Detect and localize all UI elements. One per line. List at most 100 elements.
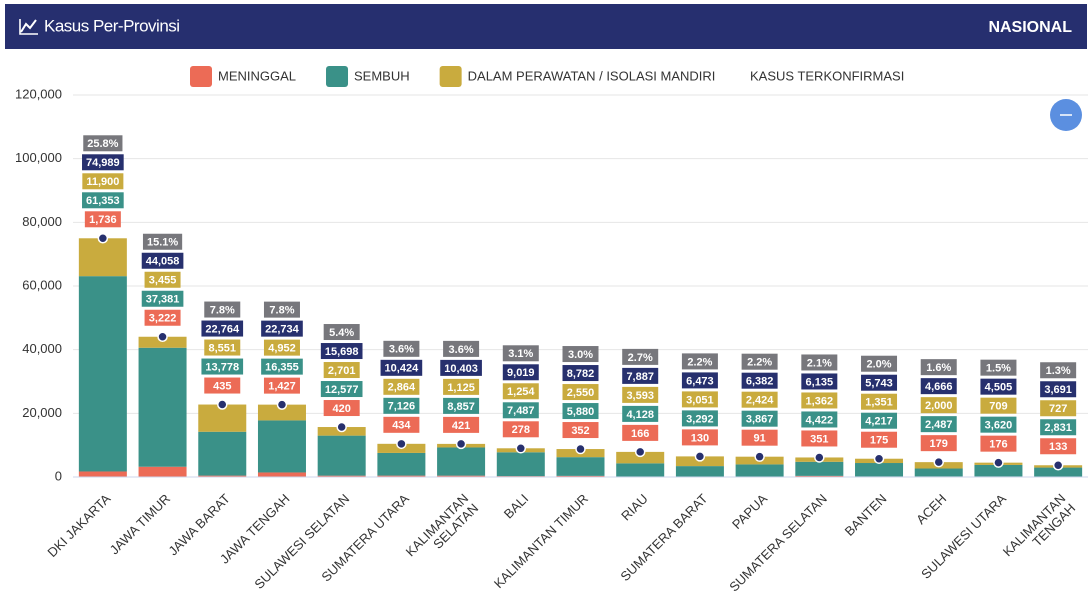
data-label-box [263, 377, 300, 394]
confirmed-dot [575, 443, 586, 455]
confirmed-dot [455, 438, 467, 450]
x-tick-label: KALIMANTANSELATAN [403, 491, 482, 570]
data-label: 3,620 [985, 420, 1013, 432]
data-label-box [320, 381, 363, 398]
data-label: 3,691 [1044, 384, 1072, 396]
data-label-box [681, 429, 718, 446]
data-label: 3.6% [449, 344, 474, 356]
data-label-box [323, 362, 360, 379]
chart-icon [20, 19, 37, 33]
data-label-box [980, 416, 1017, 433]
data-label: 2.0% [866, 359, 891, 371]
data-label: 2,424 [746, 395, 774, 407]
data-label: 421 [452, 420, 470, 432]
bar-segment [437, 475, 486, 477]
data-label-box [83, 135, 123, 152]
confirmed-dot [396, 438, 407, 450]
data-label-box [1040, 400, 1077, 417]
legend-label: MENINGGAL [218, 68, 296, 83]
confirmed-dot [97, 233, 109, 244]
legend-label: DALAM PERAWATAN / ISOLASI MANDIRI [468, 68, 716, 83]
header-scope: NASIONAL [988, 19, 1072, 36]
data-label: 1,125 [447, 382, 475, 394]
data-label: 176 [989, 439, 1007, 451]
data-label: 25.8% [87, 138, 118, 150]
data-label-box [801, 354, 838, 371]
data-label: 7,887 [626, 371, 654, 383]
data-label-box [383, 416, 420, 433]
data-label: 6,473 [686, 375, 714, 387]
data-label: 2,550 [567, 387, 595, 399]
data-label-box [980, 359, 1017, 376]
data-label: 15.1% [147, 237, 178, 249]
bar-segment [78, 238, 127, 277]
confirmed-dot [217, 399, 228, 410]
data-label: 4,217 [865, 416, 893, 428]
data-label-box [562, 365, 599, 382]
data-label: 2,701 [328, 365, 356, 377]
y-tick-label: 120,000 [15, 86, 62, 101]
data-label-box [383, 378, 420, 395]
header-bar [5, 4, 1087, 49]
x-tick-label: BANTEN [842, 491, 890, 539]
data-label-box [861, 431, 898, 448]
data-label: 5.4% [329, 327, 354, 339]
y-tick-label: 60,000 [22, 277, 62, 292]
data-label: 3.0% [568, 349, 593, 361]
data-label: 278 [512, 424, 530, 436]
data-label: 3,292 [686, 413, 714, 425]
bar-segment [138, 347, 187, 467]
data-label-box [502, 421, 539, 438]
data-label: 9,019 [507, 367, 535, 379]
data-label-box [263, 301, 300, 318]
y-tick-label: 20,000 [22, 405, 62, 420]
data-label-box [383, 397, 420, 414]
x-tick-label: BALI [501, 491, 532, 522]
data-label: 8,551 [208, 342, 236, 354]
y-tick-label: 80,000 [22, 214, 62, 229]
data-label-box [443, 397, 480, 414]
bar-segment [377, 452, 426, 476]
data-label: 16,355 [265, 362, 299, 374]
confirmed-dot [515, 443, 527, 454]
data-label: 5,880 [567, 406, 595, 418]
bar-segment [78, 471, 127, 477]
data-label-box [681, 372, 718, 389]
data-label-box [741, 410, 778, 427]
x-tick-label: JAWA TIMUR [107, 491, 173, 557]
data-label-box [1040, 419, 1077, 436]
data-label: 1,427 [268, 381, 296, 393]
data-label-box [562, 384, 599, 401]
data-label: 434 [392, 420, 411, 432]
data-label: 4,505 [985, 382, 1013, 394]
data-label: 4,952 [268, 343, 296, 355]
data-label-box [82, 154, 124, 171]
bar-segment [616, 463, 665, 477]
y-tick-label: 40,000 [22, 341, 62, 356]
data-label: 10,403 [444, 363, 478, 375]
header-title: Kasus Per-Provinsi [44, 16, 180, 35]
data-label-box [320, 343, 363, 360]
confirmed-dot [694, 451, 706, 462]
data-label-box [861, 374, 898, 391]
data-label-box [443, 416, 480, 433]
zoom-button[interactable] [1050, 99, 1082, 131]
bar-segment [198, 431, 247, 476]
data-label-box [502, 364, 539, 381]
x-tick-label: RIAU [618, 491, 651, 524]
data-label-box [861, 355, 898, 372]
data-label-box [142, 233, 183, 250]
data-label: 2.2% [687, 356, 712, 368]
data-label: 352 [571, 425, 589, 437]
data-label: 2,487 [925, 419, 953, 431]
data-label: 74,989 [86, 157, 120, 169]
data-label: 5,743 [865, 378, 893, 390]
data-label: 2.2% [747, 357, 772, 369]
confirmed-dot [814, 452, 825, 463]
data-label-box [920, 416, 957, 433]
bar-segment [78, 276, 127, 472]
bar-segment [317, 475, 366, 477]
data-label-box [622, 348, 659, 365]
bar-segment [855, 463, 904, 477]
data-label-box [82, 173, 124, 190]
